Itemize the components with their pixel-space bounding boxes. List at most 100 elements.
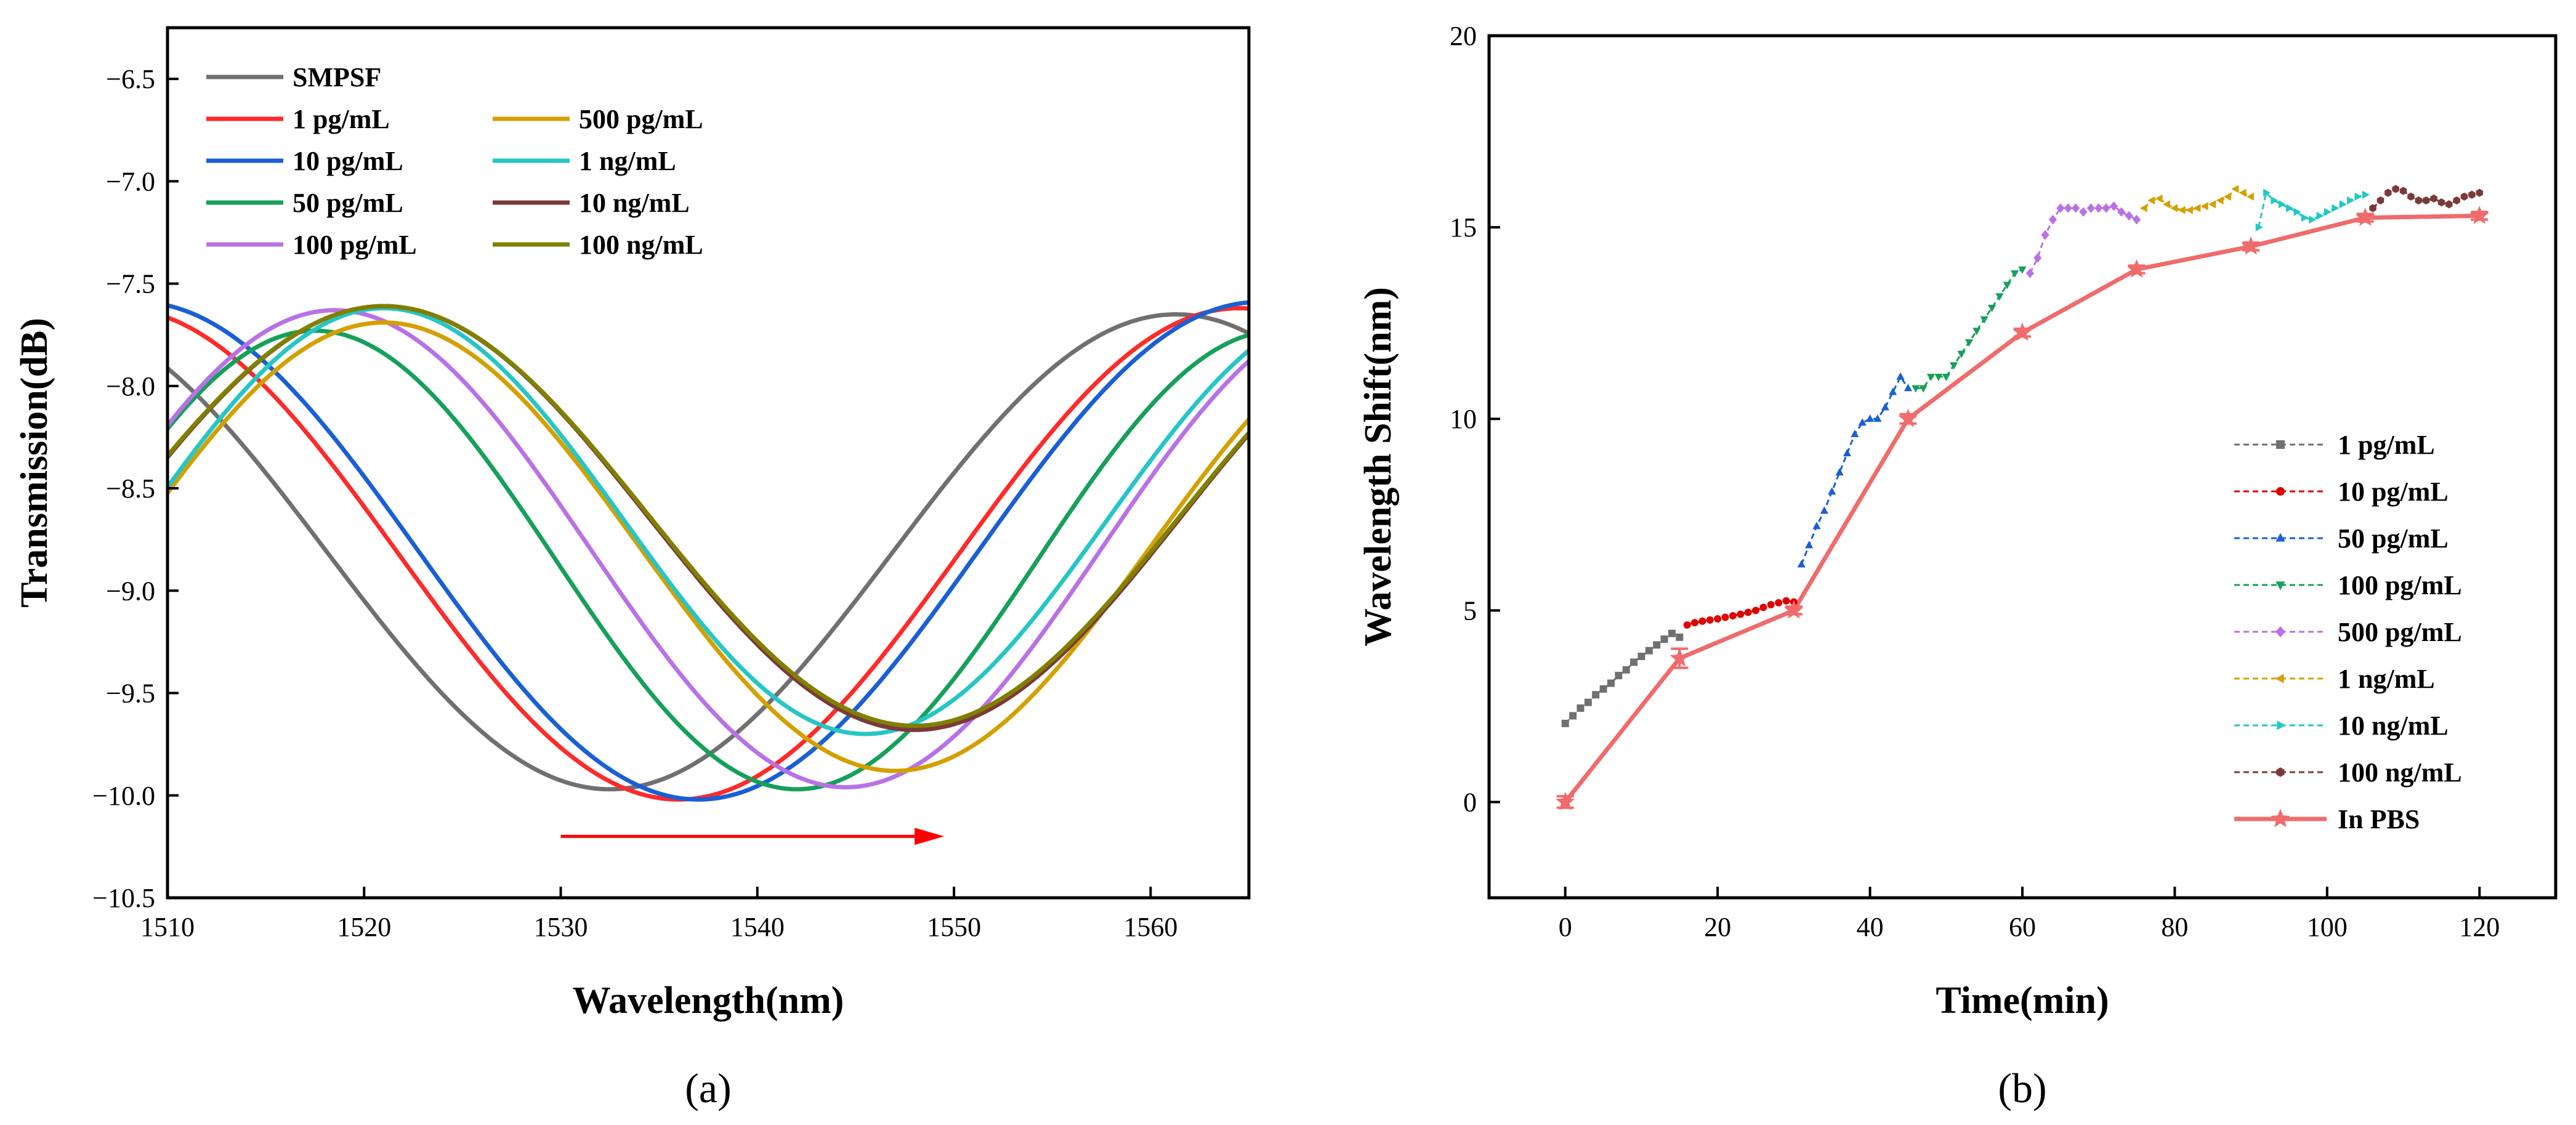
panel-b-data-point-500-pg-ml	[2056, 203, 2065, 213]
panel-b-label: (b)	[1998, 1065, 2046, 1111]
panel-b-data-point-50-pg-ml	[1873, 414, 1882, 422]
panel-b-data-point-50-pg-ml	[1843, 449, 1852, 457]
panel-b-data-point-10-ng-ml	[2324, 208, 2332, 216]
panel-b-data-point-500-pg-ml	[2117, 207, 2126, 217]
panel-b-data-point-1-ng-ml	[2208, 200, 2216, 209]
panel-b-data-point-500-pg-ml	[2072, 203, 2080, 213]
panel-b-data-point-500-pg-ml	[2094, 203, 2103, 213]
panel-b-data-point-10-pg-ml	[1744, 608, 1752, 616]
panel-b-data-point-100-ng-ml	[2476, 188, 2484, 197]
panel-b-data-point-1-pg-ml	[1561, 719, 1569, 727]
panel-b-data-point-1-ng-ml	[2162, 200, 2170, 209]
panel-b-x-tick-label: 60	[2009, 912, 2036, 942]
panel-a-chart: 1510 1520 1530 1540 1550 1560 −10.5 −10.0 −9.5 −9…	[14, 26, 1251, 1111]
panel-b-data-point-1-ng-ml	[2239, 188, 2247, 197]
panel-b-legend-label-10-pg-ml: 10 pg/mL	[2338, 477, 2449, 507]
panel-b-data-point-in-pbs	[1784, 600, 1804, 619]
panel-a-series-line-1-ng-ml	[168, 305, 1249, 736]
panel-b-legend-marker-10-pg-ml	[2276, 487, 2285, 496]
panel-b-legend: 1 pg/mL 10 pg/mL 50 pg/mL 100 pg/mL 500 pg/m…	[2234, 430, 2462, 834]
panel-b-data-point-in-pbs	[2356, 208, 2375, 226]
panel-b-data-point-500-pg-ml	[2109, 201, 2118, 211]
panel-b-data-point-100-pg-ml	[1972, 328, 1981, 336]
panel-b-legend-marker-in-pbs	[2271, 808, 2290, 828]
panel-b-data-point-100-pg-ml	[1980, 316, 1989, 324]
panel-b-data-point-100-pg-ml	[2003, 281, 2011, 289]
panel-b-data-point-10-ng-ml	[2354, 192, 2362, 201]
panel-b-data-point-500-pg-ml	[2102, 203, 2110, 213]
panel-b-data-point-100-pg-ml	[1987, 304, 1997, 312]
panel-b-data-point-10-ng-ml	[2301, 213, 2309, 222]
panel-b-data-point-10-ng-ml	[2339, 200, 2347, 209]
panel-a-legend: SMPSF 1 pg/mL 10 pg/mL 50 pg/mL 100 pg/mL 500…	[206, 62, 703, 260]
panel-b-legend-label-50-pg-ml: 50 pg/mL	[2338, 523, 2449, 554]
panel-b-data-point-10-pg-ml	[1767, 601, 1775, 608]
panel-b-legend-marker-1-pg-ml	[2276, 440, 2285, 449]
panel-b-data-point-1-pg-ml	[1653, 641, 1661, 649]
panel-b-data-point-100-pg-ml	[1942, 373, 1950, 381]
panel-b-data-point-100-ng-ml	[2369, 204, 2376, 212]
panel-b-data-point-50-pg-ml	[1805, 541, 1814, 549]
panel-b-data-point-1-ng-ml	[2155, 194, 2163, 203]
panel-a-y-tick-label: −10.0	[92, 781, 155, 811]
panel-b-data-point-1-ng-ml	[2147, 196, 2155, 205]
panel-b-legend-marker-50-pg-ml	[2275, 533, 2285, 542]
panel-b-data-point-10-ng-ml	[2278, 200, 2286, 209]
panel-b-data-point-10-ng-ml	[2362, 190, 2370, 199]
panel-b-data-point-1-ng-ml	[2223, 192, 2231, 201]
panel-b-data-point-1-ng-ml	[2200, 202, 2208, 211]
panel-b-legend-label-100-ng-ml: 100 ng/mL	[2338, 757, 2462, 788]
panel-b-data-point-50-pg-ml	[1881, 403, 1889, 411]
panel-b-data-point-in-pbs	[2126, 259, 2147, 278]
panel-b-data-point-100-ng-ml	[2415, 196, 2423, 205]
panel-b-axes: 0 20 40 60 80 100 120 0 5 10 15 20	[1450, 21, 2500, 942]
panel-b-data-point-50-pg-ml	[1828, 487, 1836, 495]
panel-b-data-point-1-pg-ml	[1645, 647, 1653, 655]
panel-b-data-point-100-ng-ml	[2468, 190, 2476, 199]
panel-b-data-point-500-pg-ml	[2041, 230, 2049, 240]
panel-a-series-line-500-pg-ml	[168, 320, 1249, 773]
panel-b-data-point-10-pg-ml	[1782, 597, 1790, 605]
panel-a-arrow-head	[915, 828, 945, 845]
panel-b-data-point-1-ng-ml	[2246, 192, 2254, 201]
panel-b-data-point-in-pbs	[2241, 236, 2261, 255]
panel-b-data-point-in-pbs	[2013, 322, 2032, 341]
panel-b-data-point-10-ng-ml	[2286, 204, 2294, 212]
panel-a-x-tick-label: 1550	[927, 912, 981, 942]
panel-b-y-tick-label: 20	[1450, 21, 1477, 51]
panel-a-y-tick-label: −6.5	[106, 64, 155, 94]
panel-b-data-point-100-ng-ml	[2430, 194, 2437, 203]
panel-b-data-point-100-pg-ml	[1957, 350, 1966, 358]
panel-b-y-tick-label: 15	[1450, 212, 1477, 243]
panel-b-legend-label-500-pg-ml: 500 pg/mL	[2338, 617, 2462, 647]
panel-b-data-point-1-ng-ml	[2193, 204, 2201, 212]
panel-b-data-point-500-pg-ml	[2064, 203, 2072, 213]
panel-a-x-axis-title: Wavelength(nm)	[573, 980, 844, 1022]
panel-a-y-tick-label: −9.0	[106, 576, 155, 606]
panel-b-data-point-50-pg-ml	[1858, 418, 1867, 426]
panel-b-data-point-500-pg-ml	[2048, 214, 2057, 225]
panel-b-data-point-50-pg-ml	[1904, 384, 1913, 392]
panel-a-legend-label-500-pg-ml: 500 pg/mL	[579, 104, 703, 134]
panel-a-legend-label-1-pg-ml: 1 pg/mL	[293, 104, 390, 134]
panel-b-legend-label-10-ng-ml: 10 ng/mL	[2338, 711, 2449, 741]
panel-a-annotation	[560, 828, 945, 845]
panel-a-series-line-10-pg-ml	[168, 300, 1249, 802]
panel-a-series-lines	[168, 300, 1249, 802]
panel-b-y-tick-label: 5	[1463, 595, 1477, 626]
panel-b-x-tick-label: 80	[2161, 912, 2188, 942]
panel-a-x-tick-label: 1510	[140, 912, 195, 942]
panel-b-data-point-100-ng-ml	[2407, 192, 2415, 201]
panel-b-data-point-100-pg-ml	[1950, 362, 1958, 370]
panel-b-data-point-1-pg-ml	[1599, 685, 1607, 693]
panel-b-data-point-500-pg-ml	[2033, 253, 2042, 263]
panel-b-x-tick-label: 0	[1559, 912, 1572, 942]
panel-a-x-tick-label: 1560	[1123, 912, 1177, 942]
panel-b-legend-label-100-pg-ml: 100 pg/mL	[2338, 570, 2462, 600]
panel-a-legend-label-50-pg-ml: 50 pg/mL	[293, 188, 403, 218]
panel-b-data-point-10-pg-ml	[1698, 617, 1706, 625]
panel-b-series-line-1-pg-ml	[1564, 632, 1680, 724]
panel-b-data-point-10-pg-ml	[1729, 612, 1737, 620]
panel-b-legend-label-1-ng-ml: 1 ng/mL	[2338, 664, 2435, 694]
panel-a-plot-frame	[166, 26, 1251, 900]
